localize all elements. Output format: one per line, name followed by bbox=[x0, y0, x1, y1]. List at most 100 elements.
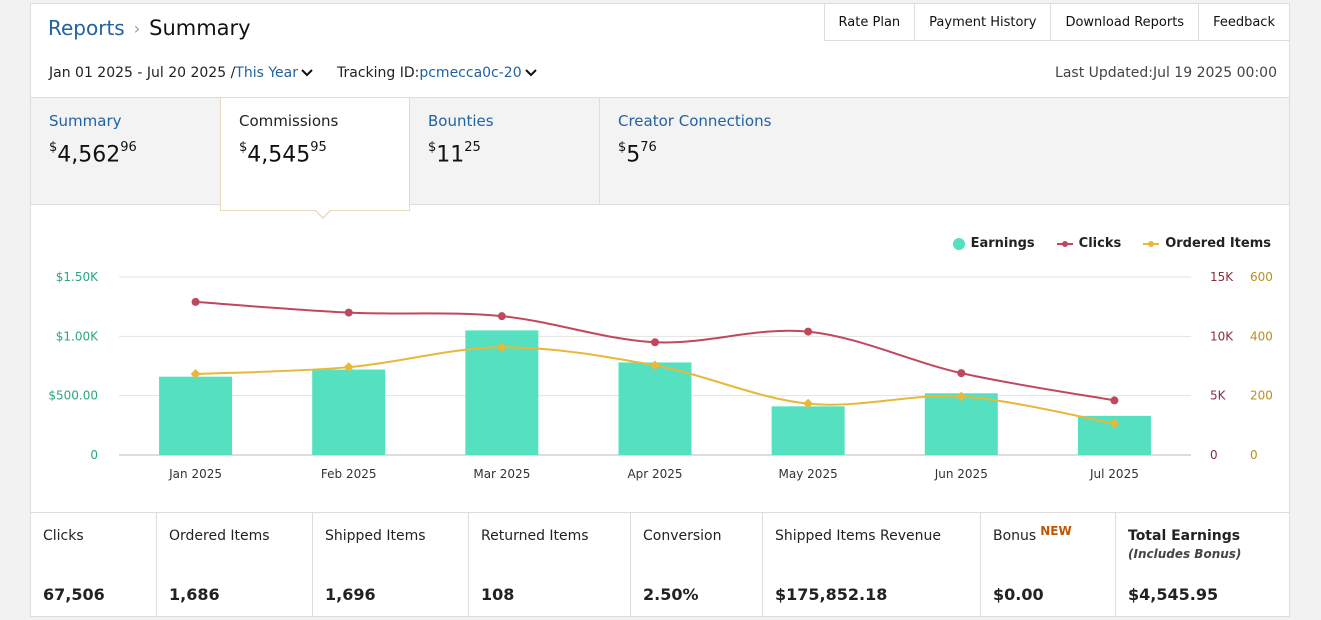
metric-value: 1,696 bbox=[325, 585, 376, 604]
new-badge: NEW bbox=[1040, 524, 1072, 538]
tab-amount: $576 bbox=[618, 140, 657, 168]
right-axis-clicks-tick: 5K bbox=[1210, 389, 1227, 403]
metric-label: Total Earnings bbox=[1128, 528, 1241, 544]
metric-shipped-revenue: Shipped Items Revenue $175,852.18 bbox=[763, 513, 981, 616]
tracking-id-value: pcmecca0c-20 bbox=[419, 65, 522, 81]
payment-history-link[interactable]: Payment History bbox=[914, 4, 1051, 41]
clicks-point bbox=[957, 369, 966, 378]
tracking-id-dropdown[interactable]: Tracking ID: pcmecca0c-20 bbox=[337, 65, 537, 81]
right-axis-clicks-tick: 10K bbox=[1210, 329, 1234, 343]
ordered-items-point bbox=[650, 360, 660, 371]
right-axis-ordered-tick: 400 bbox=[1250, 329, 1273, 343]
right-axis-ordered-tick: 0 bbox=[1250, 448, 1258, 462]
legend-clicks[interactable]: Clicks bbox=[1056, 236, 1122, 251]
metric-label: Shipped Items bbox=[325, 528, 426, 544]
top-links: Rate Plan Payment History Download Repor… bbox=[823, 4, 1289, 41]
tab-commissions[interactable]: Commissions $4,54595 bbox=[220, 98, 410, 211]
ordered-items-point bbox=[956, 391, 967, 402]
download-reports-link[interactable]: Download Reports bbox=[1050, 4, 1199, 41]
tab-label: Creator Connections bbox=[618, 112, 772, 130]
legend-ordered-items[interactable]: Ordered Items bbox=[1143, 236, 1271, 251]
metric-bonus: Bonus NEW $0.00 bbox=[981, 513, 1116, 616]
clicks-point bbox=[804, 327, 813, 336]
metric-shipped-items: Shipped Items 1,696 bbox=[313, 513, 469, 616]
chart-plot: 0 0 0 $500.00 5K 200 $1.00K 10K 400 $1.50K 15K 600 J… bbox=[48, 270, 1273, 481]
date-range: Jan 01 2025 - Jul 20 2025 / bbox=[49, 65, 236, 81]
summary-tabs: Summary $4,56296 Commissions $4,54595 Bo… bbox=[31, 97, 1289, 211]
x-axis-tick: Jul 2025 bbox=[1089, 467, 1139, 481]
legend-label: Earnings bbox=[970, 236, 1035, 251]
right-axis-ordered-tick: 200 bbox=[1250, 389, 1273, 403]
metric-value: $0.00 bbox=[993, 585, 1044, 604]
right-axis-ordered-tick: 600 bbox=[1250, 270, 1273, 284]
metric-value: 67,506 bbox=[43, 585, 105, 604]
metric-ordered-items: Ordered Items 1,686 bbox=[157, 513, 313, 616]
metric-value: $175,852.18 bbox=[775, 585, 888, 604]
clicks-point bbox=[1110, 396, 1119, 405]
metric-sublabel: (Includes Bonus) bbox=[1128, 547, 1242, 561]
earnings-chart: Earnings Clicks Ordered Items 0 0 0 $500.00… bbox=[31, 206, 1289, 512]
metric-value: 1,686 bbox=[169, 585, 220, 604]
last-updated: Last Updated:Jul 19 2025 00:00 bbox=[1055, 65, 1277, 81]
tab-label: Bounties bbox=[428, 112, 494, 130]
metric-returned-items: Returned Items 108 bbox=[469, 513, 631, 616]
ordered-items-point bbox=[1109, 418, 1120, 429]
legend-label: Ordered Items bbox=[1165, 236, 1271, 251]
breadcrumb-reports-link[interactable]: Reports bbox=[48, 16, 125, 40]
metric-conversion: Conversion 2.50% bbox=[631, 513, 763, 616]
tab-creator-connections[interactable]: Creator Connections $576 bbox=[600, 98, 820, 204]
legend-earnings[interactable]: Earnings bbox=[952, 236, 1035, 251]
tab-divider bbox=[599, 98, 600, 204]
x-axis-tick: Jan 2025 bbox=[168, 467, 222, 481]
tracking-label: Tracking ID: bbox=[336, 65, 420, 81]
metrics-row: Clicks 67,506 Ordered Items 1,686 Shippe… bbox=[31, 512, 1289, 616]
clicks-point bbox=[651, 338, 659, 347]
x-axis-tick: Apr 2025 bbox=[627, 467, 682, 481]
feedback-link[interactable]: Feedback bbox=[1198, 4, 1289, 41]
left-axis-tick: $1.50K bbox=[56, 270, 99, 284]
rate-plan-link[interactable]: Rate Plan bbox=[823, 4, 915, 41]
metric-label: Ordered Items bbox=[169, 528, 270, 544]
tab-amount: $4,56296 bbox=[49, 140, 137, 168]
period-value: This Year bbox=[235, 65, 298, 81]
metric-label: Shipped Items Revenue bbox=[775, 528, 941, 544]
earnings-bar bbox=[924, 393, 998, 455]
tab-label: Summary bbox=[49, 112, 122, 130]
active-tab-pointer-fill bbox=[315, 209, 331, 217]
metric-value: 108 bbox=[481, 585, 515, 604]
clicks-line-icon bbox=[1056, 240, 1073, 247]
ordered-items-point bbox=[803, 398, 814, 409]
tab-amount: $1125 bbox=[428, 140, 481, 168]
metric-total-earnings: Total Earnings (Includes Bonus) $4,545.9… bbox=[1116, 513, 1289, 616]
tab-summary[interactable]: Summary $4,56296 bbox=[31, 98, 219, 204]
metric-label: Returned Items bbox=[481, 528, 589, 544]
page-title: Summary bbox=[149, 16, 251, 40]
chart-legend: Earnings Clicks Ordered Items bbox=[952, 236, 1271, 251]
metric-label: Bonus NEW bbox=[993, 524, 1072, 544]
right-axis-clicks-tick: 15K bbox=[1210, 270, 1234, 284]
metric-clicks: Clicks 67,506 bbox=[31, 513, 157, 616]
chevron-down-icon bbox=[301, 69, 313, 77]
earnings-bar bbox=[312, 369, 386, 455]
metric-label: Clicks bbox=[43, 528, 84, 544]
x-axis-tick: May 2025 bbox=[779, 467, 838, 481]
clicks-point bbox=[344, 308, 353, 317]
x-axis-tick: Jun 2025 bbox=[934, 467, 988, 481]
left-axis-tick: $500.00 bbox=[48, 389, 98, 403]
x-axis-tick: Mar 2025 bbox=[473, 467, 530, 481]
legend-label: Clicks bbox=[1078, 236, 1122, 251]
tab-label: Commissions bbox=[239, 112, 339, 130]
clicks-point bbox=[191, 297, 200, 306]
chevron-down-icon bbox=[524, 69, 537, 77]
ordered-items-point bbox=[190, 369, 201, 379]
earnings-bar bbox=[618, 362, 692, 455]
tab-amount: $4,54595 bbox=[239, 140, 327, 168]
reports-panel: Reports › Summary Rate Plan Payment Hist… bbox=[30, 3, 1290, 617]
left-axis-tick: $1.00K bbox=[56, 329, 99, 343]
left-axis-tick: 0 bbox=[90, 448, 98, 462]
period-dropdown[interactable]: This Year bbox=[235, 65, 313, 81]
filter-row: Jan 01 2025 - Jul 20 2025 / This Year Tr… bbox=[49, 65, 537, 81]
metric-value: 2.50% bbox=[643, 585, 699, 604]
metric-label: Conversion bbox=[643, 528, 722, 544]
tab-bounties[interactable]: Bounties $1125 bbox=[410, 98, 600, 204]
